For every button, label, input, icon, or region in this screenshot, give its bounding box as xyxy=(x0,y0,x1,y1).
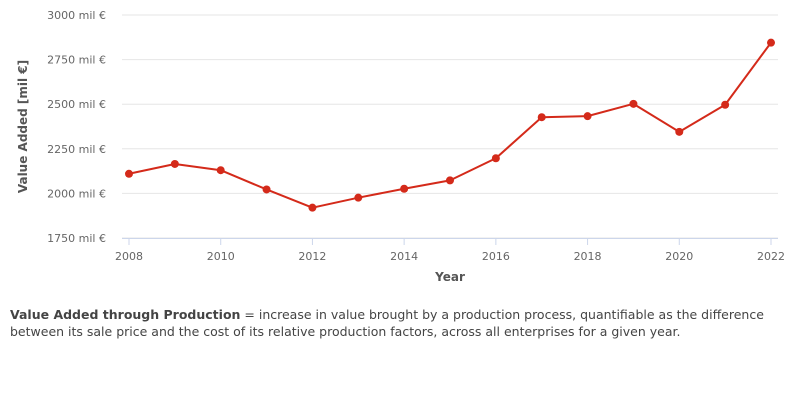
y-tick-label: 2250 mil € xyxy=(47,143,106,156)
y-tick-label: 2750 mil € xyxy=(47,54,106,67)
y-axis-ticks: 1750 mil € 2000 mil € 2250 mil € 2500 mil €… xyxy=(47,9,106,245)
description: Value Added through Production = increas… xyxy=(10,306,780,340)
data-point xyxy=(675,127,684,136)
data-point xyxy=(491,154,500,163)
data-point xyxy=(216,166,225,175)
y-axis-title: Value Added [mil €] xyxy=(16,60,30,193)
data-point xyxy=(400,184,409,193)
data-point xyxy=(583,112,592,121)
data-point xyxy=(629,99,638,108)
data-point xyxy=(721,100,730,109)
y-tick-label: 2000 mil € xyxy=(47,187,106,200)
data-point xyxy=(262,185,271,194)
data-point xyxy=(446,176,454,185)
series-group xyxy=(125,38,775,212)
chart-svg: 1750 mil € 2000 mil € 2250 mil € 2500 mil €… xyxy=(16,9,785,284)
x-tick-label: 2008 xyxy=(115,250,143,263)
data-point xyxy=(537,113,546,122)
x-tick-label: 2018 xyxy=(574,250,602,263)
x-axis-title: Year xyxy=(434,270,465,284)
x-tick-label: 2022 xyxy=(757,250,785,263)
data-point xyxy=(170,159,179,168)
data-point xyxy=(767,38,775,47)
x-tick-label: 2020 xyxy=(665,250,693,263)
data-point xyxy=(308,203,317,212)
value-added-chart: 1750 mil € 2000 mil € 2250 mil € 2500 mil €… xyxy=(16,9,785,284)
data-point xyxy=(354,193,363,202)
y-tick-label: 1750 mil € xyxy=(47,232,106,245)
x-tick-label: 2016 xyxy=(482,250,510,263)
y-tick-label: 2500 mil € xyxy=(47,98,106,111)
x-axis-ticks: 2008 2010 2012 2014 2016 2018 2020 2022 xyxy=(115,238,785,263)
grid-lines xyxy=(122,14,778,239)
description-text: = increase in value brought by a product… xyxy=(10,307,764,339)
y-tick-label: 3000 mil € xyxy=(47,9,106,22)
data-point xyxy=(125,169,133,178)
x-tick-label: 2014 xyxy=(390,250,418,263)
description-term: Value Added through Production xyxy=(10,307,241,322)
x-tick-label: 2012 xyxy=(298,250,326,263)
x-tick-label: 2010 xyxy=(207,250,235,263)
